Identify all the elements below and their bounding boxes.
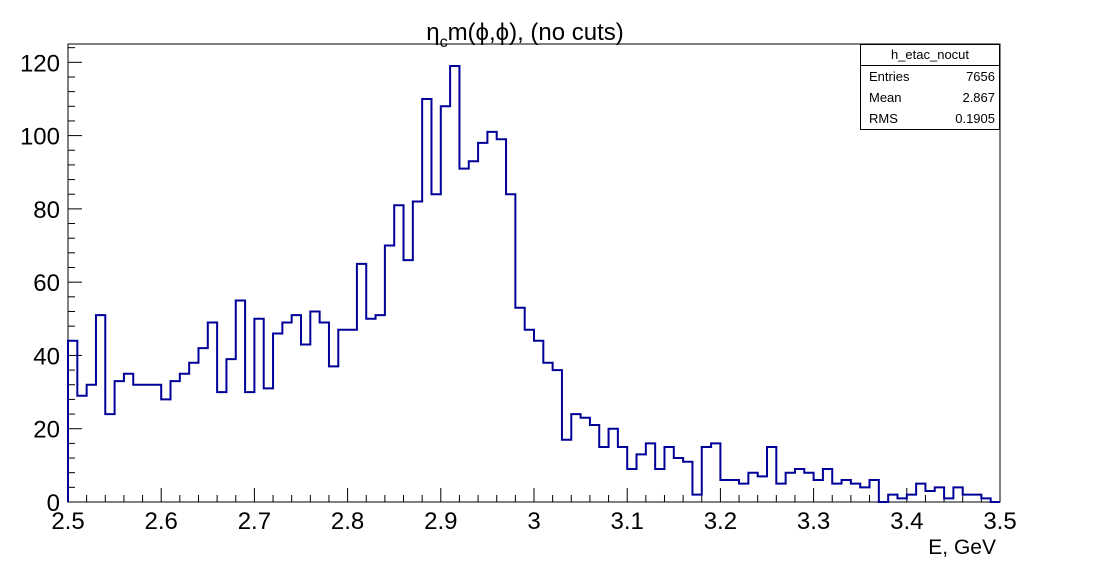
x-tick-label: 2.5 [51,508,84,535]
x-tick-label: 3.4 [890,508,923,535]
y-tick-label: 0 [47,490,60,517]
chart-title: ηcm(ϕ,ϕ), (no cuts) [426,19,624,51]
stats-box: h_etac_nocut Entries 7656 Mean 2.867 RMS… [860,44,1000,130]
y-tick-label: 100 [20,124,60,151]
stats-mean-label: Mean [869,90,902,105]
axis-ticks [67,47,1001,503]
x-tick-label: 2.7 [238,508,271,535]
title-eta: η [426,19,439,46]
y-tick-labels: 0 20 40 60 80 100 120 [20,50,60,517]
stats-entries-value: 7656 [966,69,995,84]
x-tick-label: 2.8 [331,508,364,535]
title-subscript: c [440,34,448,51]
x-tick-label: 3.3 [797,508,830,535]
x-tick-labels: 2.5 2.6 2.7 2.8 2.9 3 3.1 3.2 3.3 3.4 3.5 [51,508,1016,535]
x-axis-label: E, GeV [928,536,996,559]
x-tick-label: 3.5 [983,508,1016,535]
y-tick-label: 40 [33,343,60,370]
stats-histogram-name: h_etac_nocut [861,45,999,66]
stats-rms-value: 0.1905 [955,111,995,126]
histogram-series-line [67,64,1000,503]
x-tick-label: 3.1 [611,508,644,535]
x-tick-label: 2.9 [424,508,457,535]
stats-mean-value: 2.867 [962,90,995,105]
y-tick-label: 80 [33,197,60,224]
title-rest: m(ϕ,ϕ), (no cuts) [448,19,624,46]
stats-row-entries: Entries 7656 [861,66,999,87]
y-tick-label: 20 [33,417,60,444]
x-tick-label: 2.6 [145,508,178,535]
stats-entries-label: Entries [869,69,910,84]
x-tick-label: 3 [527,508,540,535]
x-tick-label: 3.2 [704,508,737,535]
stats-rms-label: RMS [869,111,898,126]
y-tick-label: 60 [33,270,60,297]
stats-row-mean: Mean 2.867 [861,87,999,108]
stats-row-rms: RMS 0.1905 [861,108,999,129]
y-tick-label: 120 [20,50,60,77]
